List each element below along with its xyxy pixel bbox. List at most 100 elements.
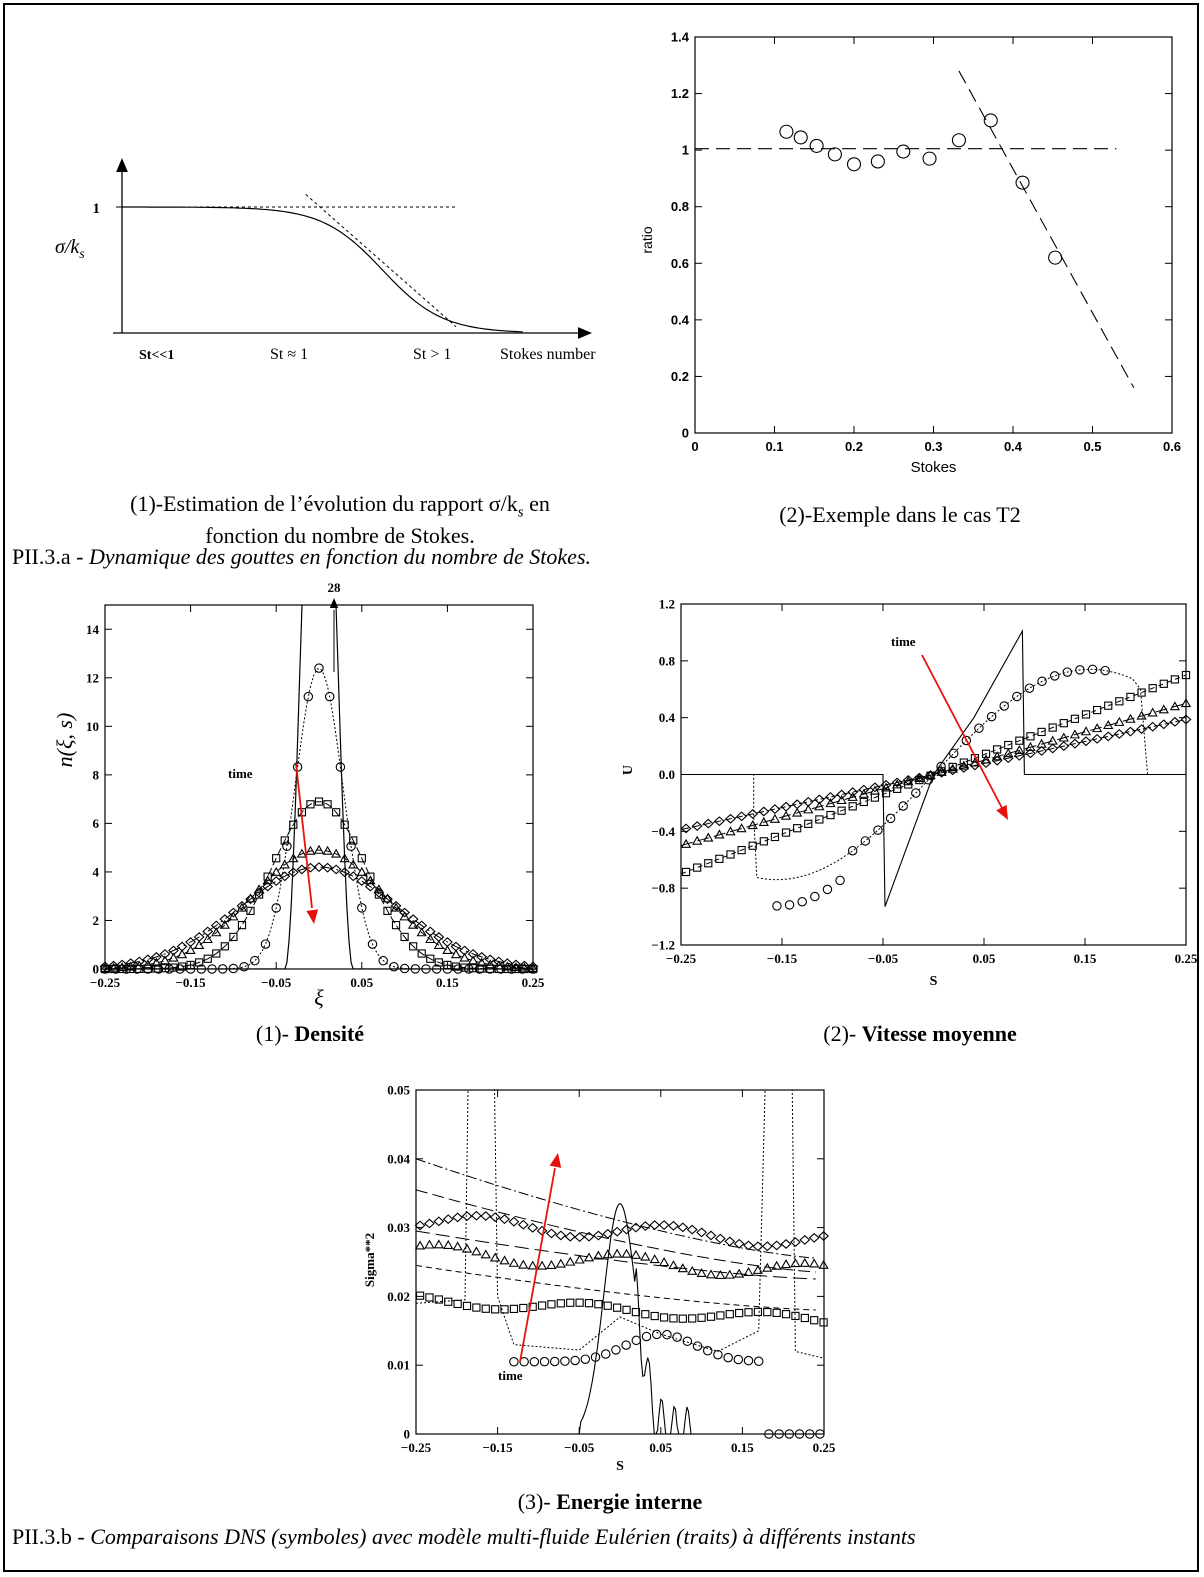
square-marker — [826, 810, 835, 820]
x-axis-label: S — [930, 974, 938, 989]
diamond-marker — [761, 1241, 773, 1252]
circle-marker — [1062, 667, 1073, 677]
x-tick-label: 0.15 — [731, 1440, 754, 1455]
dotted-model-line — [416, 1090, 824, 1359]
diamond-marker — [1080, 736, 1092, 747]
triangle-marker — [649, 1254, 660, 1264]
circle-marker — [314, 663, 324, 673]
circle-marker — [1012, 691, 1022, 702]
diamond-marker — [1013, 750, 1025, 761]
y-tick-label: 2 — [93, 913, 100, 928]
x-tick-label: 0.4 — [1004, 439, 1023, 454]
triangle-marker — [159, 955, 171, 965]
square-marker — [959, 758, 968, 767]
diamond-marker — [476, 951, 488, 962]
time-arrow-head — [549, 1153, 562, 1168]
triangle-marker — [792, 807, 803, 817]
model-line — [416, 1264, 816, 1311]
diamond-marker — [470, 1210, 482, 1221]
triangle-marker — [752, 1264, 764, 1274]
square-marker — [195, 958, 204, 967]
caption-b1-bold: Densité — [294, 1021, 365, 1046]
square-marker — [688, 1314, 697, 1323]
diamond-marker — [1036, 745, 1048, 756]
triangle-marker — [262, 875, 273, 885]
x-tick-label: 0 — [691, 439, 698, 454]
x-tick-label: −0.05 — [868, 951, 899, 966]
triangle-marker — [714, 829, 725, 839]
diamond-marker — [790, 1237, 801, 1248]
diamond-marker — [1180, 714, 1192, 725]
diamond-marker — [546, 1228, 557, 1239]
triangle-marker — [958, 760, 969, 770]
square-marker — [1004, 740, 1013, 750]
square-marker — [272, 854, 281, 863]
square-marker — [1015, 736, 1024, 745]
x-axis-label: Stokes — [911, 459, 957, 476]
triangle-marker — [621, 1248, 632, 1258]
square-marker — [409, 942, 418, 951]
triangle-marker — [1125, 713, 1136, 723]
diamond-marker — [574, 1232, 586, 1243]
x-tick-label: 0.05 — [973, 951, 996, 966]
time-label: time — [498, 1368, 523, 1383]
triangle-marker — [202, 934, 213, 944]
circle-marker — [1087, 664, 1098, 675]
triangle-marker — [771, 1260, 782, 1270]
x-axis-label: S — [616, 1459, 624, 1474]
y-axis-label-sub: s — [79, 247, 85, 262]
diamond-marker — [733, 1238, 745, 1249]
diamond-marker — [1158, 719, 1170, 730]
circle-marker — [324, 691, 335, 702]
triangle-marker — [1180, 698, 1192, 708]
triangle-marker — [715, 1269, 726, 1279]
caption-a1-line1: (1)-Estimation de l’évolution du rapport… — [130, 491, 518, 516]
circle-marker — [346, 841, 356, 852]
square-marker — [848, 802, 857, 811]
diamond-marker — [725, 813, 736, 824]
square-marker — [748, 841, 757, 850]
triangle-marker — [593, 1250, 604, 1260]
triangle-marker — [640, 1251, 651, 1261]
circle-marker — [570, 1355, 580, 1366]
triangle-marker — [508, 1257, 520, 1267]
diamond-marker — [279, 871, 291, 882]
figure-b-text: Comparaisons DNS (symboles) avec modèle … — [90, 1524, 916, 1549]
circle-marker — [539, 1356, 550, 1367]
circle-marker — [549, 1356, 560, 1367]
square-marker — [915, 775, 924, 785]
circle-marker — [672, 1332, 682, 1342]
diamond-marker — [825, 792, 836, 802]
square-marker — [357, 854, 366, 863]
triangle-marker — [211, 927, 222, 937]
diamond-marker — [1047, 743, 1059, 754]
circle-marker — [250, 955, 260, 966]
caption-a1-line1-end: en — [523, 491, 550, 516]
square-marker — [594, 1300, 603, 1309]
circle-marker — [896, 144, 911, 159]
diamond-marker — [747, 808, 759, 819]
square-marker — [678, 1314, 687, 1323]
circle-marker — [335, 762, 346, 772]
diamond-marker — [1125, 726, 1136, 737]
y-tick-label: 8 — [93, 767, 100, 782]
circle-marker — [948, 748, 959, 759]
diamond-marker — [527, 961, 539, 972]
y-axis-arrow — [116, 158, 128, 172]
caption-a1-line2: fonction du nombre de Stokes. — [205, 523, 475, 549]
triangle-marker — [818, 1259, 829, 1269]
circle-marker — [898, 801, 908, 811]
square-marker — [1037, 727, 1046, 737]
x-tick-label: 0.2 — [845, 439, 863, 454]
x-tick-label: 0.6 — [1163, 439, 1181, 454]
diamond-marker — [407, 914, 419, 925]
diamond-marker — [592, 1230, 604, 1241]
triangle-marker — [424, 1239, 435, 1249]
triangle-marker — [1114, 716, 1125, 726]
square-marker — [1104, 701, 1113, 710]
diamond-marker — [602, 1228, 614, 1239]
circle-marker — [784, 1429, 795, 1439]
y-tick-label: 0 — [682, 426, 689, 441]
diamond-marker — [780, 1239, 792, 1249]
diamond-marker — [677, 1222, 689, 1233]
